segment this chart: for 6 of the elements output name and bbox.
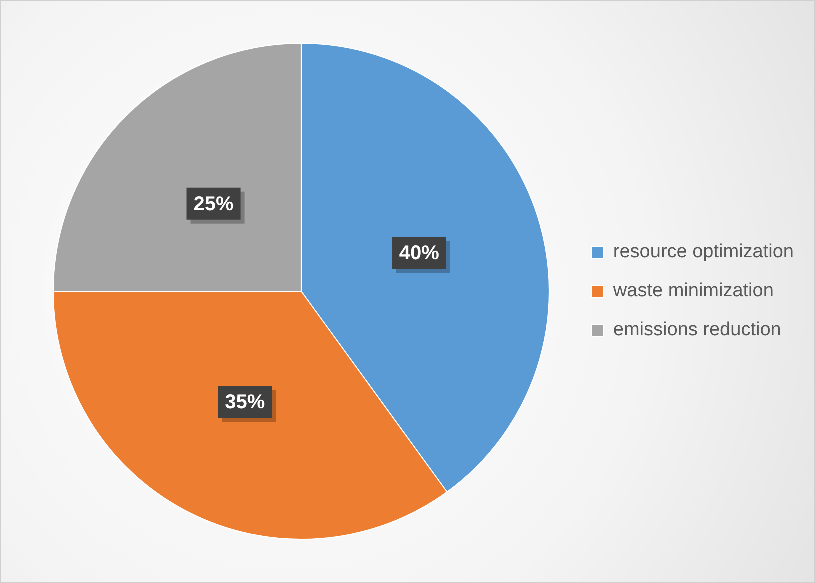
data-label: 35% [225,392,266,414]
legend-label: resource optimization [613,242,794,263]
legend-label: emissions reduction [613,320,782,341]
legend-label: waste minimization [612,280,774,302]
data-label: 25% [194,193,234,216]
data-label: 40% [399,242,440,265]
